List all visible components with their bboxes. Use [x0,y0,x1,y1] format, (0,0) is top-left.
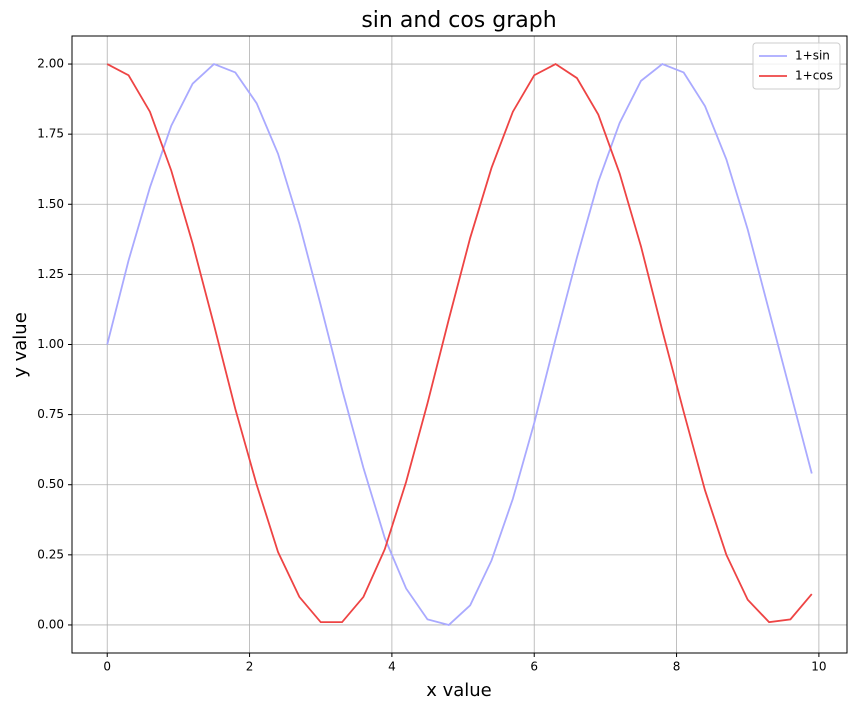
x-tick-label: 4 [388,660,396,674]
line-series [106,63,813,624]
y-tick-label: 1.00 [37,337,64,351]
x-tick-label: 6 [530,660,538,674]
y-tick-label: 0.50 [37,477,64,491]
y-tick-label: 0.75 [37,407,64,421]
y-tick-label: 2.00 [37,57,64,71]
x-tick-label: 10 [811,660,826,674]
legend-label: 1+sin [795,49,830,63]
legend-box [752,42,841,90]
y-tick-label: 0.00 [37,617,64,631]
plot-frame [71,35,848,654]
y-axis-label: y value [10,312,31,378]
line-series [106,63,813,626]
x-tick-label: 8 [673,660,681,674]
y-tick-label: 0.25 [37,547,64,561]
y-tick-label: 1.75 [37,127,64,141]
y-tick-label: 1.25 [37,267,64,281]
y-tick-label: 1.50 [37,197,64,211]
legend-label: 1+cos [795,69,833,83]
x-axis-label: x value [426,680,492,701]
x-tick-label: 2 [246,660,254,674]
chart-title: sin and cos graph [361,8,556,33]
x-tick-label: 0 [103,660,111,674]
